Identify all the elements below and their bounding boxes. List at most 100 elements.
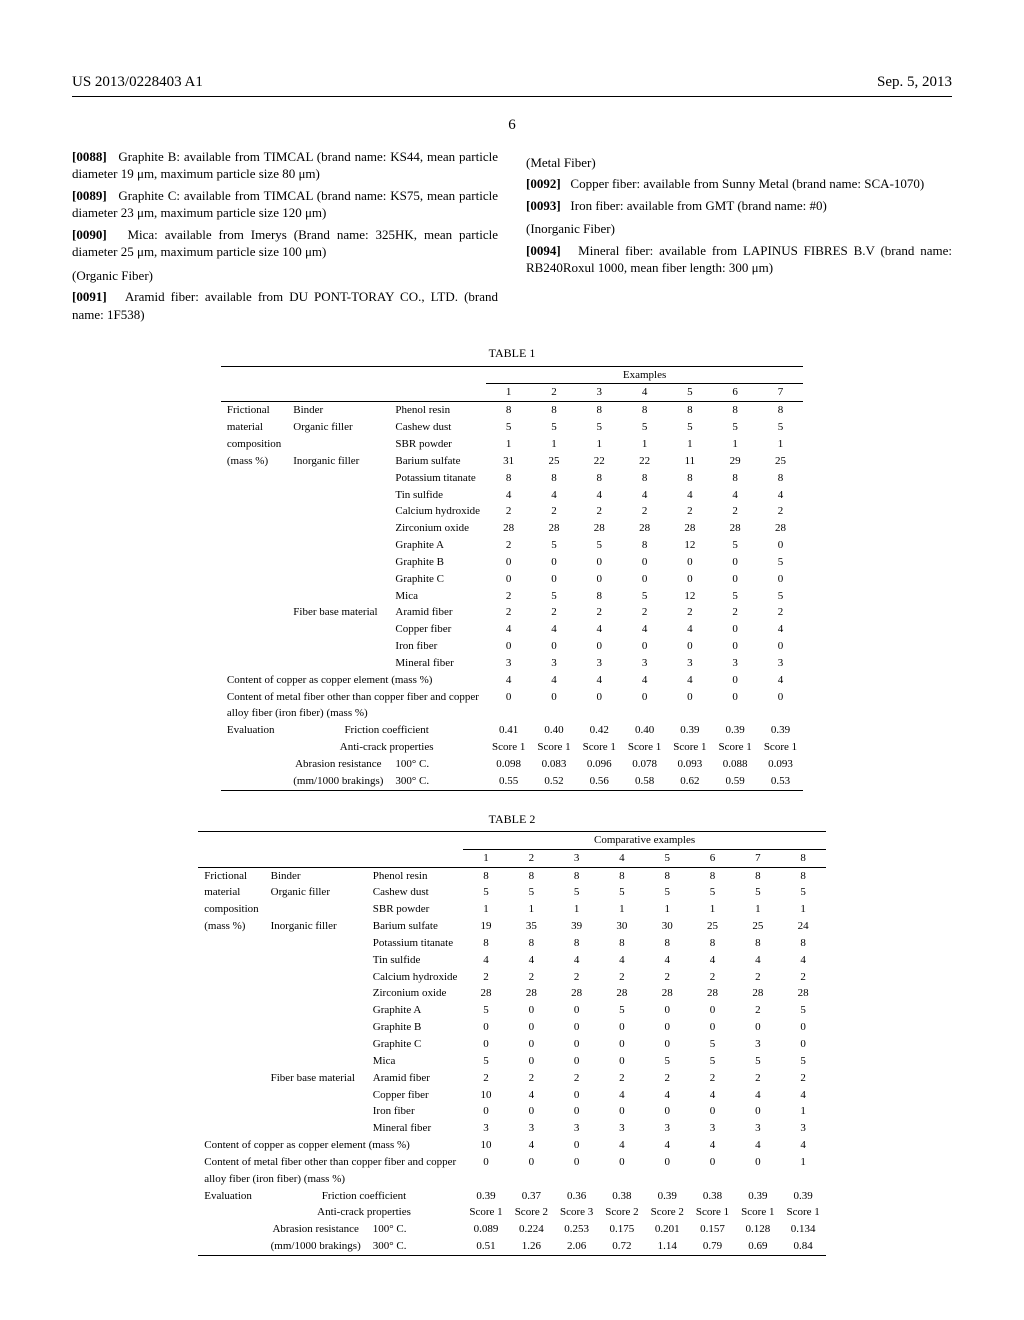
cell: 8: [622, 470, 667, 487]
publication-number: US 2013/0228403 A1: [72, 72, 203, 92]
table-row: Tin sulfide4444444: [221, 487, 803, 504]
cell: 3: [486, 655, 531, 672]
cell: 28: [509, 985, 554, 1002]
page-number: 6: [72, 115, 952, 135]
cell: 12: [667, 588, 712, 605]
table-row: (mm/1000 brakings)300° C.0.511.262.060.7…: [198, 1238, 826, 1255]
cell: 0: [622, 689, 667, 706]
col-num: 2: [531, 384, 576, 402]
cell: 1: [713, 436, 758, 453]
page-header: US 2013/0228403 A1 Sep. 5, 2013: [72, 72, 952, 97]
cell: 4: [735, 1087, 780, 1104]
row-name: Zirconium oxide: [367, 985, 464, 1002]
cell: 2: [645, 969, 690, 986]
cell: 3: [735, 1120, 780, 1137]
table-row: Iron fiber00000001: [198, 1103, 826, 1120]
cell: 12: [667, 537, 712, 554]
row-name: Iron fiber: [367, 1103, 464, 1120]
cell: 8: [713, 402, 758, 419]
cell: 25: [531, 453, 576, 470]
table-row: materialOrganic fillerCashew dust5555555…: [198, 884, 826, 901]
cell: 0: [622, 571, 667, 588]
cell: 4: [622, 487, 667, 504]
table-row: material Organic filler Cashew dust 5555…: [221, 419, 803, 436]
cell: 0.088: [713, 756, 758, 773]
cell: Score 1: [735, 1204, 780, 1221]
cell: 2: [758, 503, 803, 520]
table-row: Anti-crack propertiesScore 1Score 2Score…: [198, 1204, 826, 1221]
cell: 0.69: [735, 1238, 780, 1255]
cell: Score 1: [667, 739, 712, 756]
cell: 0: [599, 1103, 644, 1120]
cell: 0: [667, 638, 712, 655]
cell: 2: [622, 503, 667, 520]
cell: 4: [486, 672, 531, 689]
paragraph-0088: [0088] Graphite B: available from TIMCAL…: [72, 148, 498, 183]
cell: 0.38: [690, 1188, 735, 1205]
cell: 8: [577, 470, 622, 487]
section-label: composition: [221, 436, 287, 453]
cell: 4: [645, 1137, 690, 1154]
section-label: (mass %): [198, 918, 264, 935]
cell: 5: [622, 588, 667, 605]
cell: 4: [645, 952, 690, 969]
cell: 28: [735, 985, 780, 1002]
cell: 4: [554, 952, 599, 969]
cell: 0.59: [713, 773, 758, 790]
examples-header: Examples: [486, 366, 803, 384]
cell: 5: [509, 884, 554, 901]
cell: 0: [713, 672, 758, 689]
cell: 28: [645, 985, 690, 1002]
cell: 1: [509, 901, 554, 918]
cell: 8: [622, 402, 667, 419]
row-name: Iron fiber: [389, 638, 486, 655]
cell: 0.201: [645, 1221, 690, 1238]
cell: 0.128: [735, 1221, 780, 1238]
col-num: 7: [758, 384, 803, 402]
cell: 3: [577, 655, 622, 672]
row-name: Cashew dust: [367, 884, 464, 901]
cell: 8: [758, 402, 803, 419]
row-name: Cashew dust: [389, 419, 486, 436]
cell: 4: [735, 952, 780, 969]
cell: 3: [531, 655, 576, 672]
subhead-organic-fiber: (Organic Fiber): [72, 267, 498, 285]
metal-fiber-label-1: Content of metal fiber other than copper…: [198, 1154, 463, 1171]
row-name: Graphite B: [367, 1019, 464, 1036]
patent-page: US 2013/0228403 A1 Sep. 5, 2013 6 [0088]…: [0, 0, 1024, 1316]
cell: 2: [463, 1070, 508, 1087]
cell: 4: [690, 952, 735, 969]
cell: 8: [713, 470, 758, 487]
row-name: Mica: [367, 1053, 464, 1070]
cell: 3: [690, 1120, 735, 1137]
cell: Score 2: [599, 1204, 644, 1221]
cell: 5: [758, 588, 803, 605]
copper-content-label: Content of copper as copper element (mas…: [198, 1137, 463, 1154]
cell: 8: [577, 588, 622, 605]
cell: 5: [531, 537, 576, 554]
cell: 8: [531, 402, 576, 419]
table-row: compositionSBR powder11111111: [198, 901, 826, 918]
cell: 0: [577, 571, 622, 588]
cell: 35: [509, 918, 554, 935]
cell: 0.098: [486, 756, 531, 773]
cell: 0: [531, 638, 576, 655]
cell: 28: [690, 985, 735, 1002]
cell: 3: [463, 1120, 508, 1137]
para-num: [0093]: [526, 198, 561, 213]
cell: 0: [622, 554, 667, 571]
cell: 28: [667, 520, 712, 537]
cell: 4: [577, 621, 622, 638]
cell: 4: [622, 621, 667, 638]
metal-fiber-label-2: alloy fiber (iron fiber) (mass %): [221, 705, 486, 722]
row-name: Graphite C: [367, 1036, 464, 1053]
cell: 5: [486, 419, 531, 436]
row-name: Barium sulfate: [367, 918, 464, 935]
category-label: Fiber base material: [265, 1070, 367, 1087]
cell: 0: [486, 689, 531, 706]
cell: 8: [758, 470, 803, 487]
abrasion-sub-label: (mm/1000 brakings): [287, 773, 389, 790]
cell: 0: [554, 1137, 599, 1154]
cell: 0.39: [780, 1188, 825, 1205]
cell: 2: [463, 969, 508, 986]
